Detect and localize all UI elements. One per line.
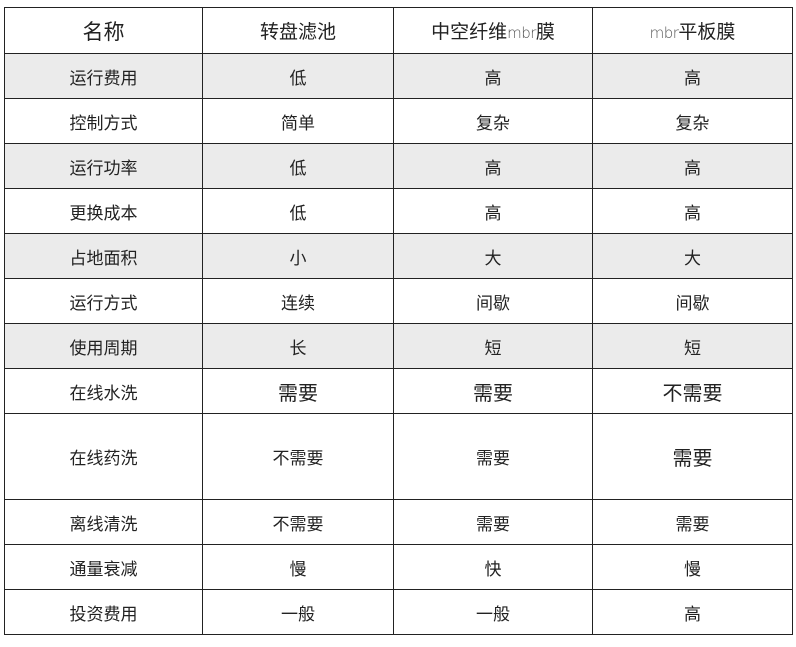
header-row: 名称 转盘滤池 中空纤维mbr膜 mbr平板膜: [4, 7, 793, 54]
table-cell: 低: [202, 53, 394, 99]
table-row: 运行功率低高高: [4, 143, 793, 189]
row-label: 控制方式: [4, 98, 203, 144]
table-cell: 需要: [592, 413, 793, 500]
row-label: 离线清洗: [4, 499, 203, 545]
row-label: 占地面积: [4, 233, 203, 279]
table-cell: 需要: [393, 368, 593, 414]
table-row: 控制方式 简单 复杂 复杂: [4, 98, 793, 144]
table-row: 在线药洗 不需要 需要 需要: [4, 413, 793, 500]
table-cell: 间歇: [592, 278, 793, 324]
table-cell: 连续: [202, 278, 394, 324]
row-label: 通量衰减: [4, 544, 203, 590]
mbr-text: mbr: [507, 24, 536, 42]
table-cell: 高: [592, 589, 793, 635]
row-label: 投资费用: [4, 589, 203, 635]
table-cell: 大: [592, 233, 793, 279]
header-name: 名称: [4, 7, 203, 54]
row-label: 运行费用: [4, 53, 203, 99]
table-cell: 需要: [202, 368, 394, 414]
table-cell: 高: [592, 53, 793, 99]
header-text: 平板膜: [678, 21, 736, 43]
table-row: 更换成本低高高: [4, 188, 793, 234]
table-cell: 高: [592, 143, 793, 189]
table-cell: 高: [592, 188, 793, 234]
table-cell: 慢: [202, 544, 394, 590]
table-cell: 间歇: [393, 278, 593, 324]
table-cell: 小: [202, 233, 394, 279]
table-row: 离线清洗 不需要 需要 需要: [4, 499, 793, 545]
table-cell: 低: [202, 188, 394, 234]
header-disc-filter: 转盘滤池: [202, 7, 394, 54]
header-hollow-fiber-mbr: 中空纤维mbr膜: [393, 7, 593, 54]
row-label: 使用周期: [4, 323, 203, 369]
row-label: 运行功率: [4, 143, 203, 189]
table-cell: 低: [202, 143, 394, 189]
row-label: 在线药洗: [4, 413, 203, 500]
row-label: 运行方式: [4, 278, 203, 324]
table-cell: 简单: [202, 98, 394, 144]
table-cell: 一般: [393, 589, 593, 635]
table-row: 占地面积小大大: [4, 233, 793, 279]
table-row: 运行费用低高高: [4, 53, 793, 99]
table-cell: 长: [202, 323, 394, 369]
table-row: 运行方式 连续 间歇 间歇: [4, 278, 793, 324]
mbr-text: mbr: [649, 24, 679, 42]
table-row: 在线水洗 需要 需要 不需要: [4, 368, 793, 414]
table-row: 使用周期长短短: [4, 323, 793, 369]
table-cell: 复杂: [393, 98, 593, 144]
row-label: 在线水洗: [4, 368, 203, 414]
table-cell: 快: [393, 544, 593, 590]
table-cell: 一般: [202, 589, 394, 635]
row-label: 更换成本: [4, 188, 203, 234]
table-cell: 高: [393, 143, 593, 189]
table-cell: 复杂: [592, 98, 793, 144]
table-cell: 大: [393, 233, 593, 279]
header-text: 膜: [535, 21, 555, 43]
table-cell: 需要: [393, 413, 593, 500]
table-row: 通量衰减慢快慢: [4, 544, 793, 590]
table-cell: 短: [393, 323, 593, 369]
comparison-table: 名称 转盘滤池 中空纤维mbr膜 mbr平板膜 运行费用低高高控制方式 简单 复杂复…: [4, 7, 793, 635]
table-cell: 短: [592, 323, 793, 369]
table-cell: 不需要: [202, 499, 394, 545]
table-cell: 需要: [393, 499, 593, 545]
table-cell: 不需要: [592, 368, 793, 414]
table-cell: 慢: [592, 544, 793, 590]
table-cell: 高: [393, 53, 593, 99]
table-cell: 不需要: [202, 413, 394, 500]
header-flat-sheet-mbr: mbr平板膜: [592, 7, 793, 54]
header-text: 中空纤维: [431, 21, 508, 43]
table-cell: 需要: [592, 499, 793, 545]
table-cell: 高: [393, 188, 593, 234]
table-row: 投资费用 一般 一般高: [4, 589, 793, 635]
